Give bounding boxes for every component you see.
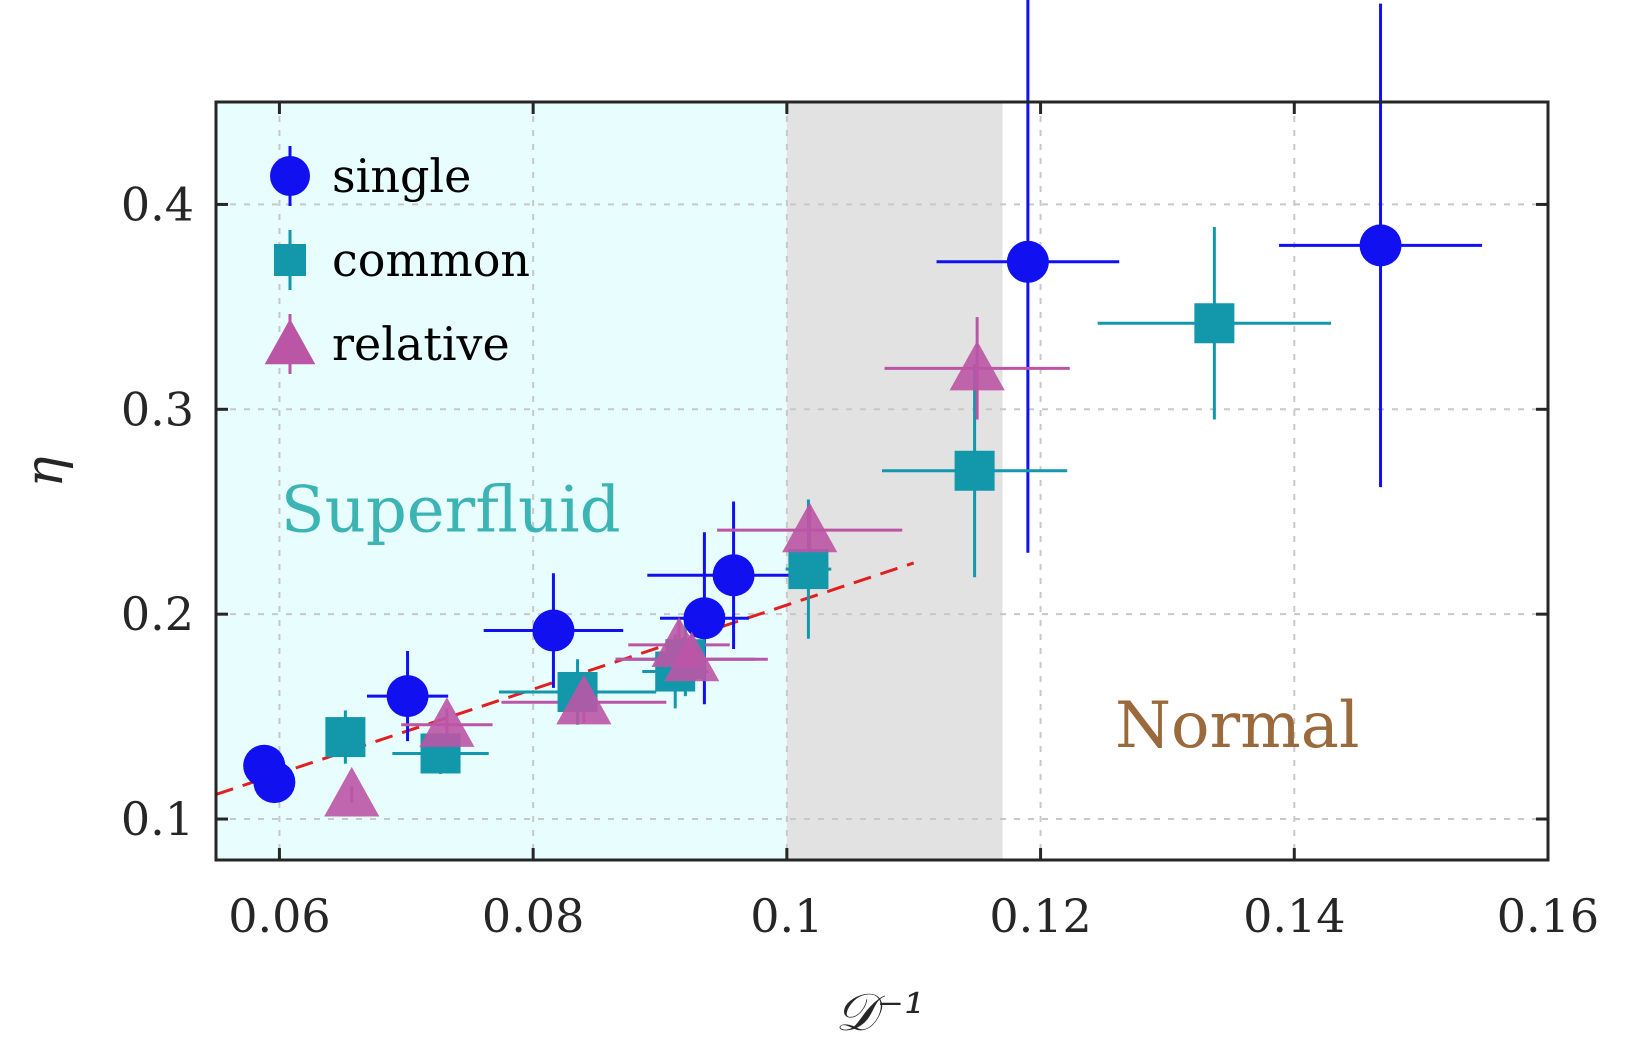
plot-frame	[214, 100, 1550, 862]
x-tick-label: 0.08	[482, 889, 584, 943]
x-axis-label: 𝒟⁻¹	[835, 983, 925, 1043]
relative-point	[556, 674, 612, 725]
relative-point	[949, 340, 1005, 391]
tick-labels: 0.06 0.08 0.1 0.12 0.14 0.16 0.1 0.2 0.3 0.4	[121, 177, 1599, 943]
single-point	[1359, 224, 1402, 267]
legend-common-label: common	[332, 233, 530, 287]
y-tick-label: 0.4	[121, 177, 194, 231]
relative-point	[782, 502, 838, 553]
relative-point	[419, 697, 475, 747]
legend-common-marker	[274, 244, 306, 276]
x-tick-label: 0.16	[1497, 889, 1599, 943]
relative-point	[664, 631, 720, 682]
legend: single common relative	[264, 146, 530, 374]
x-tick-label: 0.06	[228, 889, 330, 943]
y-tick-label: 0.3	[121, 382, 194, 436]
legend-relative-marker	[264, 318, 316, 365]
x-tick-label: 0.14	[1243, 889, 1345, 943]
single-point	[683, 597, 726, 640]
single-point	[1006, 240, 1049, 283]
common-point	[1194, 303, 1235, 344]
x-tick-label: 0.12	[989, 889, 1091, 943]
grid	[216, 102, 1548, 860]
annotations: Superfluid Normal	[281, 474, 1360, 763]
common-point	[325, 717, 366, 758]
common-point	[954, 450, 995, 491]
common-point	[788, 549, 829, 590]
relative-point	[324, 766, 380, 817]
y-tick-label: 0.2	[121, 587, 194, 641]
y-axis-label: η	[15, 456, 75, 487]
region-label-normal: Normal	[1115, 689, 1359, 763]
axes	[214, 100, 1550, 862]
region-label-superfluid: Superfluid	[281, 474, 621, 548]
legend-single-marker	[270, 156, 310, 196]
single-point	[712, 554, 755, 597]
x-tick-label: 0.1	[750, 889, 823, 943]
single-point	[253, 761, 296, 804]
single-point	[532, 609, 575, 652]
region-superfluid	[216, 102, 787, 860]
legend-single-label: single	[332, 149, 471, 203]
legend-relative-label: relative	[332, 317, 510, 371]
y-tick-label: 0.1	[121, 792, 194, 846]
single-point	[386, 675, 429, 718]
markers	[243, 224, 1402, 817]
